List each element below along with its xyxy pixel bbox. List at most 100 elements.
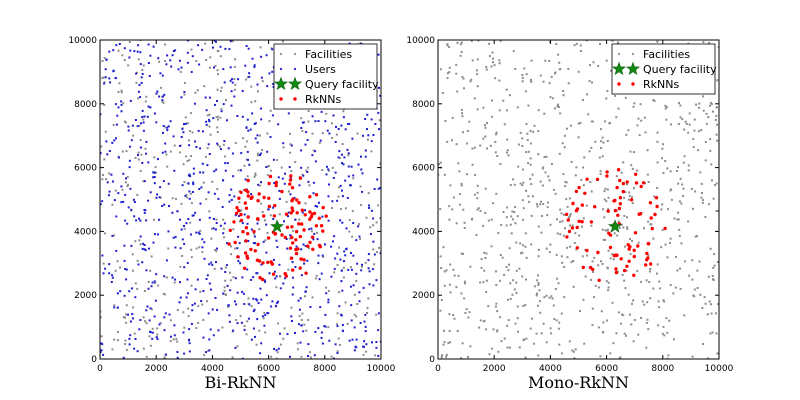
data-point xyxy=(244,239,248,243)
data-point xyxy=(216,126,219,129)
data-point xyxy=(483,124,486,127)
data-point xyxy=(230,198,233,201)
data-point xyxy=(351,210,354,213)
data-point xyxy=(531,317,534,320)
data-point xyxy=(258,276,262,280)
data-point xyxy=(195,231,198,234)
data-point xyxy=(120,103,123,106)
data-point xyxy=(144,209,147,212)
data-point xyxy=(679,116,682,119)
data-point xyxy=(165,259,168,262)
data-point xyxy=(142,64,145,67)
data-point xyxy=(297,222,301,226)
data-point xyxy=(646,149,649,152)
data-point xyxy=(153,176,156,178)
data-point xyxy=(499,254,502,256)
data-point xyxy=(710,103,713,106)
data-point xyxy=(511,293,514,296)
data-point xyxy=(477,40,480,42)
data-point xyxy=(162,101,165,104)
legend-star-marker xyxy=(625,61,641,75)
data-point xyxy=(680,202,683,205)
data-point xyxy=(304,143,307,146)
data-point xyxy=(100,310,102,313)
data-point xyxy=(277,347,280,350)
y-tick-label: 10000 xyxy=(68,36,97,46)
data-point xyxy=(268,174,273,179)
data-point xyxy=(211,227,213,230)
data-point xyxy=(508,247,511,250)
data-point xyxy=(665,118,668,121)
data-point xyxy=(274,183,278,188)
data-point xyxy=(617,107,620,110)
data-point xyxy=(563,134,566,137)
data-point xyxy=(190,202,193,205)
data-point xyxy=(692,138,695,141)
data-point xyxy=(608,122,611,125)
data-point xyxy=(506,138,509,141)
data-point xyxy=(320,331,323,334)
data-point xyxy=(176,351,179,353)
data-point xyxy=(343,250,346,253)
data-point xyxy=(201,48,204,51)
data-point xyxy=(570,261,573,264)
data-point xyxy=(298,323,300,326)
data-point xyxy=(181,255,184,257)
data-point xyxy=(226,162,229,165)
data-point xyxy=(247,240,250,242)
data-point xyxy=(592,61,595,64)
data-point xyxy=(327,219,330,222)
data-point xyxy=(151,331,154,334)
data-point xyxy=(157,284,160,287)
data-point xyxy=(462,253,465,255)
data-point xyxy=(643,116,646,119)
data-point xyxy=(495,284,498,286)
data-point xyxy=(182,331,185,334)
data-point xyxy=(271,300,274,303)
data-point xyxy=(288,246,293,250)
data-point xyxy=(369,233,372,235)
data-point xyxy=(271,48,274,51)
data-point xyxy=(586,254,589,257)
data-point xyxy=(162,95,165,98)
data-point xyxy=(187,218,190,220)
data-point xyxy=(533,124,536,127)
data-point xyxy=(251,57,254,60)
data-point xyxy=(698,106,701,109)
data-point xyxy=(499,40,502,42)
data-point xyxy=(566,218,570,222)
data-point xyxy=(496,310,499,313)
legend-label: Facilities xyxy=(305,48,352,61)
data-point xyxy=(485,291,488,294)
data-point xyxy=(236,115,239,117)
data-point xyxy=(713,264,716,267)
data-point xyxy=(111,203,114,206)
data-point xyxy=(255,343,258,346)
data-point xyxy=(244,226,249,230)
data-point xyxy=(618,357,621,359)
data-point xyxy=(457,162,460,165)
data-point xyxy=(581,255,584,258)
data-point xyxy=(246,175,249,178)
data-point xyxy=(246,178,250,183)
data-point xyxy=(149,269,152,272)
data-point xyxy=(484,187,487,190)
data-point xyxy=(607,281,610,284)
data-point xyxy=(108,190,111,193)
data-point xyxy=(499,279,502,282)
data-point xyxy=(307,110,310,112)
data-point xyxy=(371,341,373,344)
data-point xyxy=(597,264,600,267)
data-point xyxy=(320,110,323,113)
data-point xyxy=(515,291,518,294)
data-point xyxy=(117,49,120,52)
data-point xyxy=(623,196,626,199)
data-point xyxy=(485,252,488,255)
data-point xyxy=(219,116,222,119)
data-point xyxy=(283,182,286,185)
data-point xyxy=(123,59,126,62)
data-point xyxy=(555,253,558,256)
data-point xyxy=(560,255,563,258)
data-point xyxy=(155,92,158,95)
data-point xyxy=(158,95,161,98)
